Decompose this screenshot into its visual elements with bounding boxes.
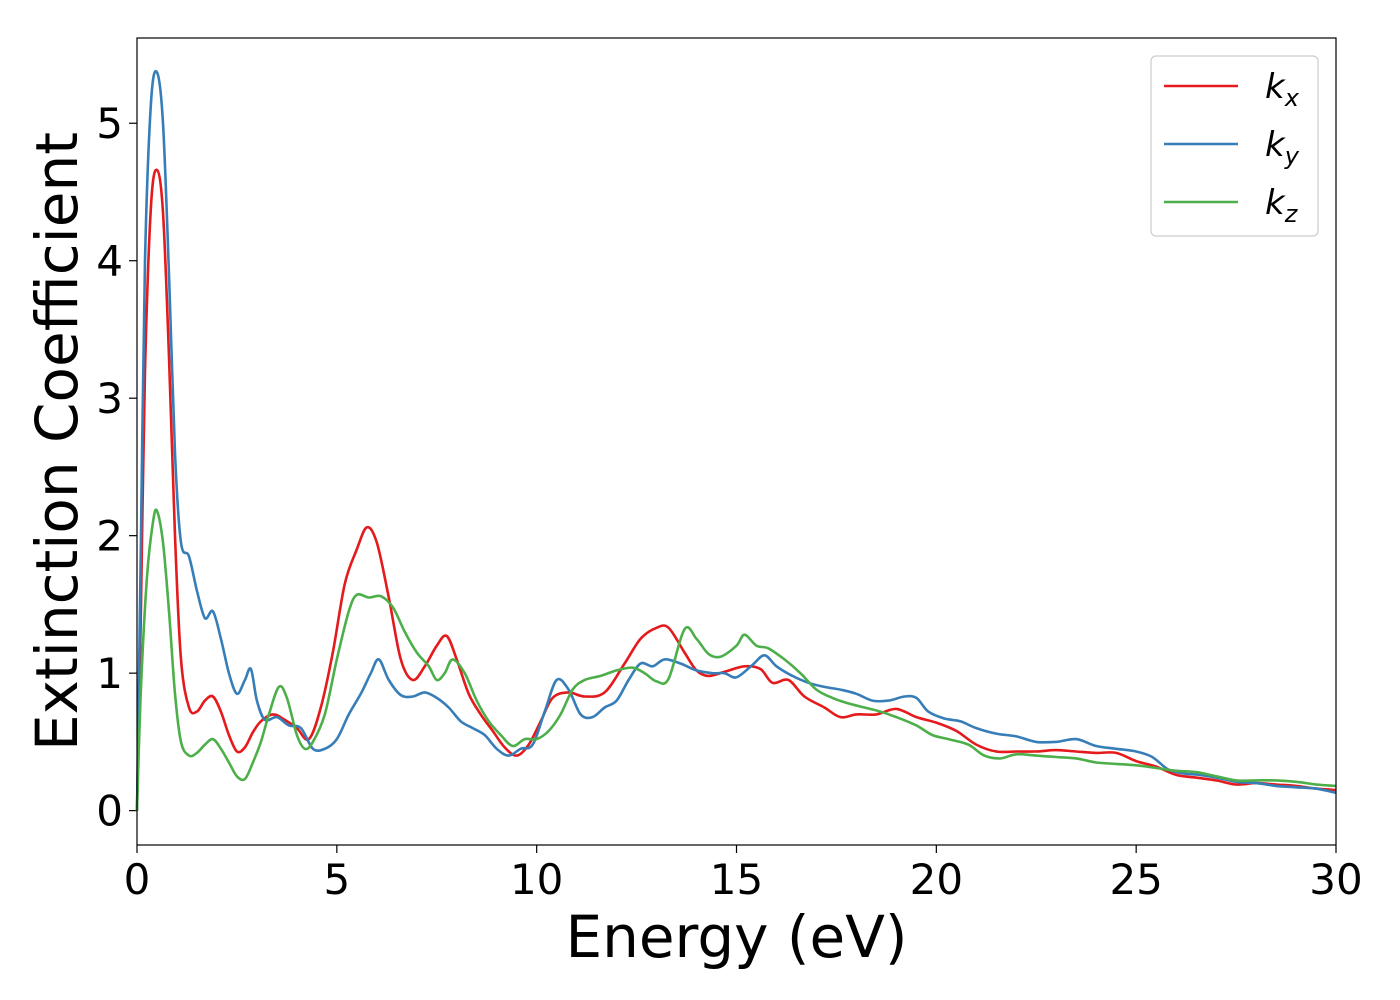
x-tick-label: 0 xyxy=(124,855,151,904)
x-tick-label: 5 xyxy=(323,855,350,904)
x-tick-label: 25 xyxy=(1109,855,1162,904)
legend-label-sub: y xyxy=(1284,142,1300,170)
x-axis-ticks: 0 5 10 15 20 25 30 xyxy=(124,845,1363,904)
x-axis-title: Energy (eV) xyxy=(565,903,907,971)
legend-label: kz xyxy=(1265,183,1299,228)
legend-label-main: k xyxy=(1265,67,1286,107)
legend-label: ky xyxy=(1265,125,1300,170)
series-line-k-y xyxy=(135,69,1337,811)
legend-label-main: k xyxy=(1265,183,1286,223)
legend-label-main: k xyxy=(1265,125,1286,165)
legend-label: kx xyxy=(1265,67,1300,112)
x-tick-label: 10 xyxy=(510,855,563,904)
legend-label-sub: x xyxy=(1284,84,1300,112)
plot-frame xyxy=(136,37,1337,846)
y-tick-label: 1 xyxy=(96,649,123,698)
series-line-k-x xyxy=(135,168,1337,811)
y-tick-label: 3 xyxy=(96,374,123,423)
legend-box xyxy=(1150,55,1319,237)
x-tick-label: 20 xyxy=(910,855,963,904)
y-tick-label: 5 xyxy=(96,99,123,148)
plot-series xyxy=(135,69,1337,811)
y-axis-ticks: 0 1 2 3 4 5 xyxy=(96,99,137,836)
y-axis-title: Extinction Coefficient xyxy=(23,132,91,751)
series-line-k-z xyxy=(135,508,1337,811)
y-tick-label: 4 xyxy=(96,237,123,286)
legend-label-sub: z xyxy=(1284,200,1299,228)
x-tick-label: 30 xyxy=(1309,855,1362,904)
y-tick-label: 0 xyxy=(96,787,123,836)
y-tick-label: 2 xyxy=(96,512,123,561)
x-tick-label: 15 xyxy=(710,855,763,904)
